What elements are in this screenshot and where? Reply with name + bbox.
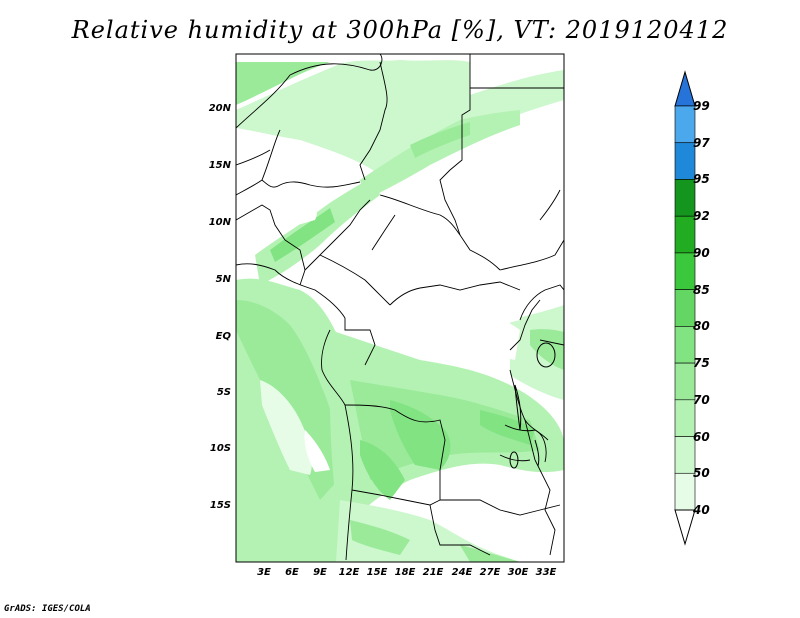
lon-label: 9E: [313, 567, 327, 578]
colorbar-label: 50: [693, 466, 710, 481]
lat-label: 20N: [208, 103, 231, 114]
footer-credit: GrADS: IGES/COLA: [4, 604, 91, 614]
lat-label: 10N: [208, 217, 231, 228]
colorbar-segment: [674, 289, 696, 327]
lon-label: 15E: [366, 567, 388, 578]
lon-label: 24E: [451, 567, 473, 578]
colorbar-label: 95: [693, 172, 710, 187]
colorbar-segment: [674, 326, 696, 364]
lat-label: 5N: [215, 274, 231, 285]
colorbar-segment: [674, 436, 696, 474]
colorbar-bottom-triangle: [674, 509, 696, 546]
colorbar-label: 92: [693, 209, 710, 224]
lon-label: 30E: [507, 567, 529, 578]
lon-label: 6E: [285, 567, 299, 578]
lat-label: EQ: [215, 331, 231, 342]
lakes: [509, 342, 556, 469]
lon-label: 3E: [257, 567, 271, 578]
humidity-field: [236, 60, 564, 562]
lon-label: 21E: [422, 567, 444, 578]
map-frame: [235, 53, 565, 563]
colorbar-label: 85: [693, 282, 710, 297]
colorbar-segment: [674, 215, 696, 254]
colorbar-label: 70: [693, 392, 710, 407]
lon-label: 27E: [479, 567, 501, 578]
colorbar-segment: [674, 472, 696, 511]
lat-label: 15N: [208, 160, 231, 171]
colorbar-label: 90: [693, 245, 710, 260]
lat-label: 15S: [209, 500, 231, 511]
lon-label: 12E: [338, 567, 360, 578]
colorbar-label: 40: [693, 503, 710, 517]
lat-label: 10S: [209, 443, 231, 454]
map-title: Relative humidity at 300hPa [%], VT: 201…: [71, 16, 729, 44]
colorbar-segment: [674, 179, 696, 217]
colorbar-segment: [674, 142, 696, 180]
lat-label: 5S: [216, 387, 231, 398]
colorbar-segment: [674, 362, 696, 401]
colorbar-label: 60: [693, 429, 710, 444]
colorbar-label: 75: [693, 356, 710, 371]
colorbar: [674, 70, 696, 546]
colorbar-label: 99: [693, 99, 710, 113]
country-borders: [236, 54, 564, 561]
lon-label: 33E: [535, 567, 557, 578]
colorbar-segment: [674, 105, 696, 144]
colorbar-label: 97: [693, 135, 710, 150]
colorbar-label: 80: [693, 319, 710, 334]
colorbar-segment: [674, 399, 696, 437]
colorbar-segment: [674, 252, 696, 290]
lon-label: 18E: [394, 567, 416, 578]
colorbar-top-triangle: [674, 70, 696, 107]
